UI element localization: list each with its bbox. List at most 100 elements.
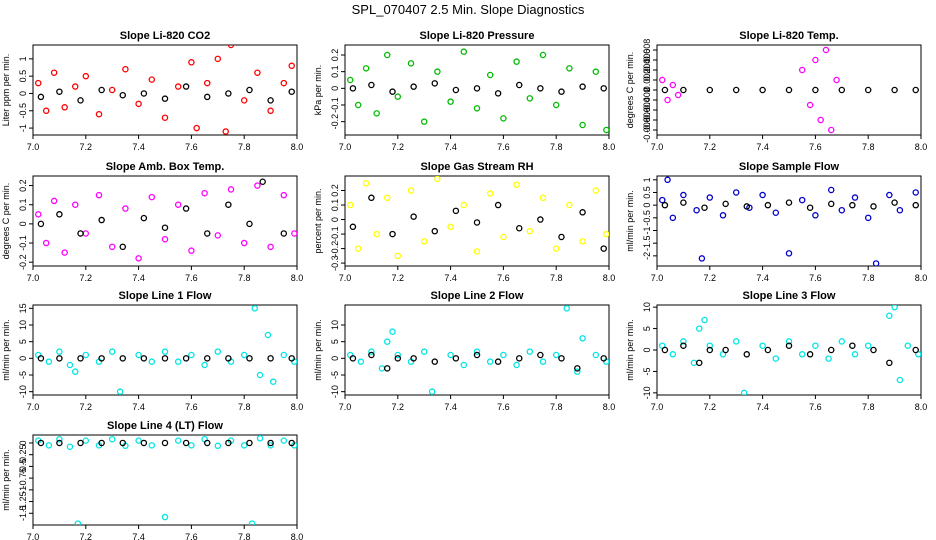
data-point <box>838 338 846 345</box>
data-point-black <box>661 346 669 354</box>
data-point <box>486 190 494 197</box>
data-point <box>891 305 898 311</box>
x-tick-label: 7.0 <box>651 273 664 283</box>
data-point <box>447 223 454 231</box>
data-point-black <box>288 355 295 362</box>
data-point <box>740 389 748 395</box>
data-point <box>603 126 609 134</box>
data-point <box>394 93 402 100</box>
y-tick-label: -0.3 <box>330 255 340 271</box>
data-point <box>486 71 494 79</box>
data-point <box>785 338 793 345</box>
x-tick-label: 7.4 <box>756 142 769 152</box>
x-tick-label: 7.2 <box>392 273 405 283</box>
chart-panel-10: Slope Line 4 (LT) Flow 7.0 7.2 7.4 7.6 7.8 8.0… <box>1 420 303 540</box>
data-point-black <box>537 85 544 92</box>
data-point-black <box>849 201 856 209</box>
data-point <box>526 348 534 355</box>
chart-panel-2: Slope Li-820 Pressure 7.0 7.2 7.4 7.6 7.8 8.0 -… <box>313 30 615 152</box>
x-tick-label: 7.0 <box>27 142 40 152</box>
data-point-black <box>225 90 232 97</box>
x-tick-label: 7.2 <box>80 273 93 283</box>
data-point-black <box>37 439 45 447</box>
data-point <box>74 520 82 525</box>
data-point <box>269 378 277 385</box>
y-axis-label: percent per min. <box>313 188 323 253</box>
data-point <box>61 249 68 256</box>
data-point <box>563 305 571 312</box>
y-tick-label: -0.2 <box>330 114 340 130</box>
y-axis-label: degrees C per min. <box>1 183 11 260</box>
page-title: SPL_070407 2.5 Min. Slope Diagnostics <box>351 2 585 17</box>
data-point <box>420 118 428 125</box>
plot-frame <box>32 44 298 136</box>
data-point <box>806 101 814 109</box>
data-point-black <box>743 203 751 210</box>
data-point <box>291 230 297 237</box>
data-point <box>693 206 700 214</box>
data-point <box>407 187 415 194</box>
data-point-black <box>37 355 45 362</box>
data-point <box>148 76 156 83</box>
data-point <box>66 361 74 369</box>
data-point-black <box>246 439 253 447</box>
points-layer <box>35 305 297 395</box>
data-point <box>82 351 90 359</box>
y-tick-label: -2 <box>642 252 652 260</box>
data-point <box>579 238 586 245</box>
x-tick-label: 7.8 <box>862 402 875 412</box>
data-point-black <box>140 439 148 447</box>
data-point <box>706 194 714 201</box>
data-point <box>214 55 222 63</box>
data-point <box>108 86 116 94</box>
data-point-black <box>515 355 523 362</box>
data-point <box>135 437 142 444</box>
y-tick-label: -0.5 <box>642 210 652 226</box>
data-point-black <box>119 439 127 447</box>
y-axis-label: ml/min per min. <box>625 319 635 381</box>
data-point <box>500 115 507 122</box>
data-point-black <box>140 90 148 97</box>
data-point <box>473 105 481 112</box>
data-point-black <box>410 83 417 90</box>
data-point <box>383 51 391 59</box>
data-point <box>56 435 63 443</box>
data-point-black <box>288 439 295 447</box>
data-point <box>552 351 560 359</box>
data-point <box>122 205 129 212</box>
data-point <box>254 69 261 76</box>
y-axis-label: ml/min per min. <box>313 319 323 381</box>
data-point-black <box>515 81 523 89</box>
data-point <box>592 68 600 75</box>
y-tick-label: -5 <box>642 367 652 375</box>
data-point-black <box>806 351 814 358</box>
data-point <box>680 191 687 199</box>
data-point <box>886 191 893 199</box>
data-point <box>201 361 208 369</box>
data-point <box>812 212 819 219</box>
y-axis-label: ml/min per min. <box>1 319 11 381</box>
x-tick-label: 7.2 <box>704 142 717 152</box>
data-point-black <box>600 245 607 252</box>
data-point <box>680 338 687 345</box>
data-point <box>383 338 391 345</box>
x-tick-label: 7.4 <box>132 273 145 283</box>
data-point <box>267 107 274 115</box>
x-tick-label: 7.0 <box>651 142 664 152</box>
data-point <box>161 513 169 521</box>
x-tick-label: 7.6 <box>185 142 198 152</box>
data-point <box>161 235 169 243</box>
data-point <box>373 230 380 238</box>
data-point <box>574 368 581 375</box>
data-point-black <box>37 220 45 228</box>
x-tick-label: 7.4 <box>444 273 457 283</box>
data-point <box>447 351 454 359</box>
data-point-black <box>37 93 45 101</box>
data-point <box>45 358 53 365</box>
data-point-black <box>161 439 169 447</box>
points-layer <box>35 45 295 135</box>
data-point <box>148 193 156 201</box>
data-point <box>798 66 806 74</box>
x-tick-label: 7.6 <box>497 142 510 152</box>
data-point-black <box>706 346 714 354</box>
